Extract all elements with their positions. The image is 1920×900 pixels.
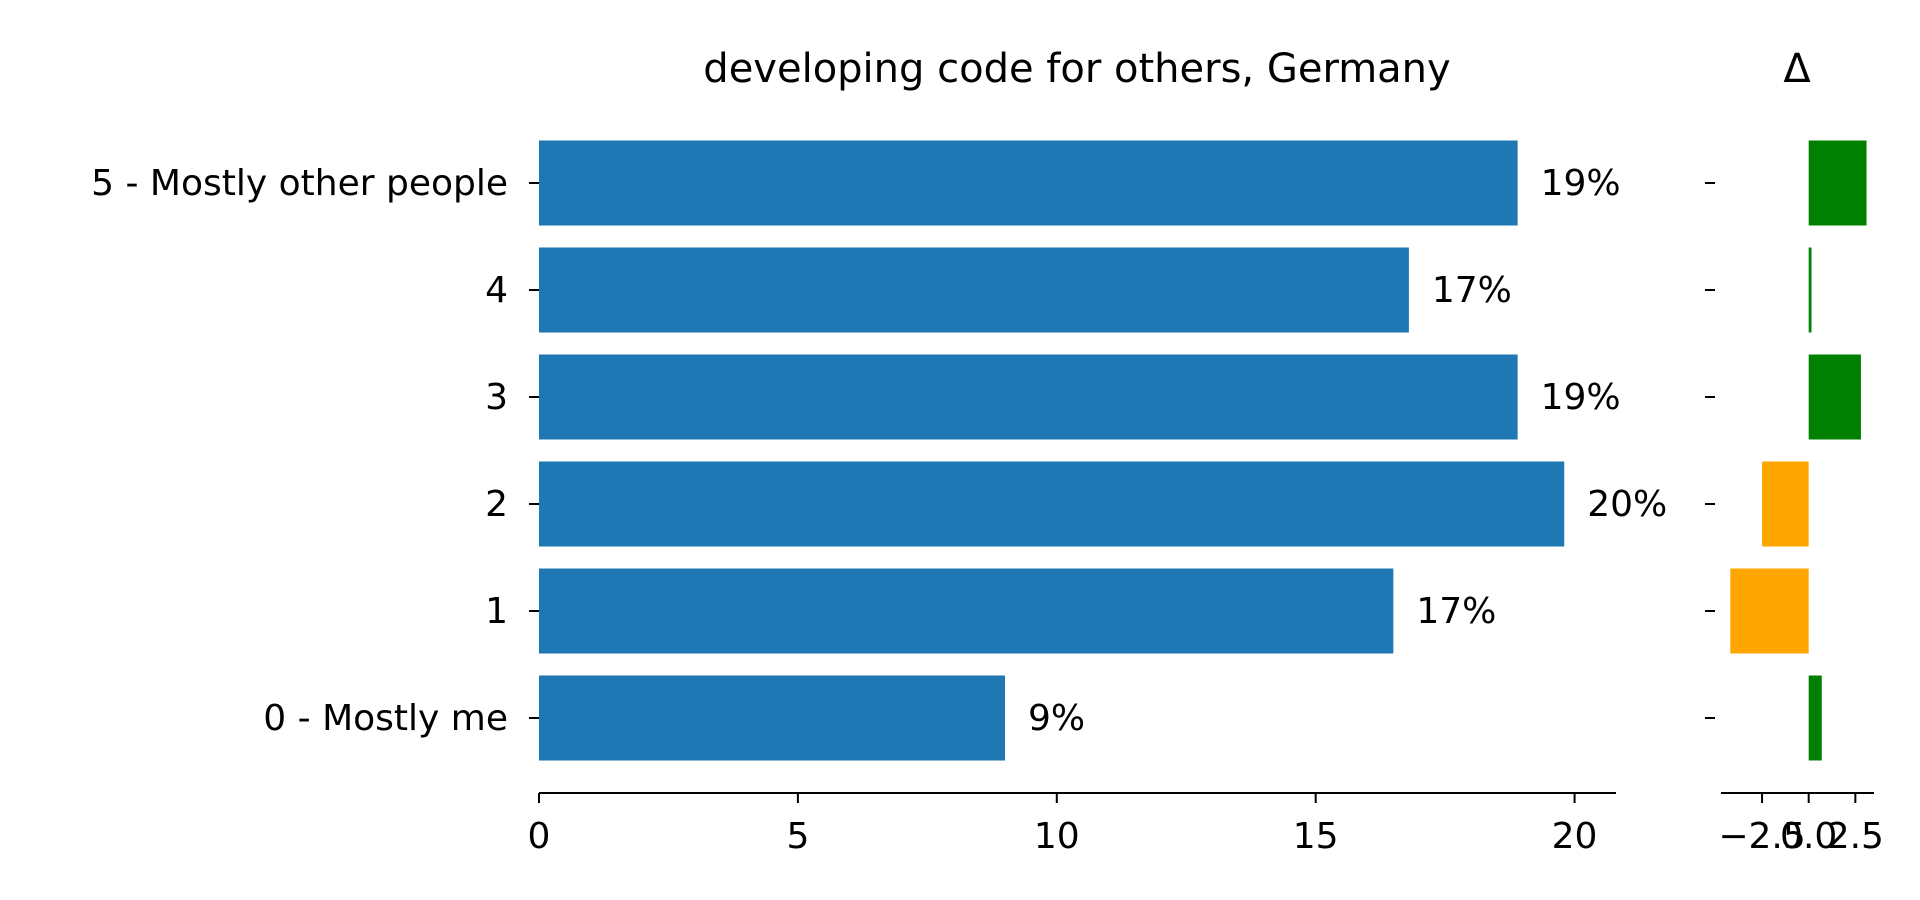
delta-x-tick-label: 2.5	[1827, 816, 1884, 857]
main-bar	[539, 461, 1565, 547]
main-bar-plot: 19%5 - Mostly other people17%419%320%217…	[91, 140, 1667, 857]
main-x-tick-label: 10	[1034, 816, 1080, 857]
delta-bar	[1808, 354, 1861, 440]
main-y-tick-label: 4	[485, 270, 508, 311]
main-x-tick-label: 20	[1552, 816, 1598, 857]
delta-x-tick-label: −2.5	[1718, 816, 1805, 857]
main-bar-data-label: 17%	[1416, 591, 1496, 632]
delta-bar	[1808, 140, 1867, 226]
main-bar-data-label: 19%	[1541, 377, 1621, 418]
main-bar-data-label: 9%	[1028, 698, 1085, 739]
main-y-tick-label: 3	[485, 377, 508, 418]
main-bar-data-label: 19%	[1541, 163, 1621, 204]
main-bar-data-label: 17%	[1432, 270, 1512, 311]
delta-bar	[1762, 461, 1809, 547]
main-y-tick-label: 0 - Mostly me	[263, 698, 508, 739]
main-x-tick-label: 5	[786, 816, 809, 857]
delta-bar	[1730, 568, 1809, 654]
main-chart-title: developing code for others, Germany	[703, 46, 1450, 92]
main-x-tick-label: 15	[1293, 816, 1339, 857]
delta-bar	[1808, 675, 1822, 761]
delta-bar	[1808, 247, 1812, 333]
main-bar	[539, 354, 1518, 440]
main-bar	[539, 247, 1409, 333]
main-bar	[539, 140, 1518, 226]
delta-chart-title: Δ	[1783, 46, 1811, 92]
main-y-tick-label: 2	[485, 484, 508, 525]
main-bar-data-label: 20%	[1587, 484, 1667, 525]
main-bar	[539, 675, 1006, 761]
main-y-tick-label: 1	[485, 591, 508, 632]
delta-bar-plot: −2.50.02.5	[1705, 140, 1884, 857]
main-y-tick-label: 5 - Mostly other people	[91, 163, 508, 204]
main-x-tick-label: 0	[528, 816, 551, 857]
main-bar	[539, 568, 1394, 654]
delta-x-tick-label: 0.0	[1780, 816, 1837, 857]
